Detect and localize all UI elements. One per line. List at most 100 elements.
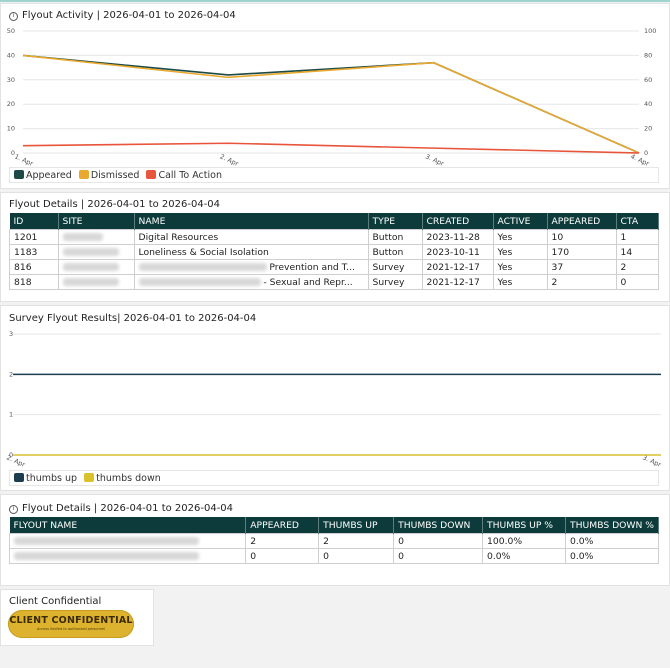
- cell-type: Survey: [367, 259, 423, 275]
- y-tick-label: 3: [9, 330, 13, 338]
- table-row[interactable]: 1183 Loneliness & Social Isolation Butto…: [9, 244, 659, 260]
- col-created[interactable]: CREATED: [422, 213, 494, 230]
- cell-name: Loneliness & Social Isolation: [133, 244, 369, 260]
- cell-site: [57, 229, 135, 245]
- legend-thumbs-up[interactable]: thumbs up: [14, 473, 77, 484]
- y2-tick-label: 20: [644, 125, 652, 133]
- y-tick-label: 50: [7, 27, 15, 35]
- x-tick-label: 1. Apr: [13, 152, 34, 168]
- redacted-text: [138, 277, 261, 286]
- confidential-label: Client Confidential: [9, 596, 102, 607]
- cell-active: Yes: [492, 229, 548, 245]
- badge-title: CLIENT CONFIDENTIAL: [9, 615, 133, 626]
- details-title: Flyout Details | 2026-04-01 to 2026-04-0…: [9, 199, 221, 210]
- cell-id: 816: [9, 259, 59, 275]
- col-cta[interactable]: CTA: [616, 213, 659, 230]
- cell-cta: 14: [615, 244, 659, 260]
- col-name[interactable]: NAME: [134, 213, 369, 230]
- series-line-1[interactable]: [22, 54, 640, 154]
- y2-tick-label: 0: [644, 149, 648, 157]
- cell-site: [57, 259, 135, 275]
- table-row[interactable]: 1201 Digital Resources Button 2023-11-28…: [9, 229, 659, 245]
- details-panel: Flyout Details | 2026-04-01 to 2026-04-0…: [0, 192, 670, 302]
- cell-thumbs-down: 0: [393, 533, 484, 549]
- details2-table: FLYOUT NAME APPEARED THUMBS UP THUMBS DO…: [8, 517, 659, 564]
- badge-subtitle: Access limited to authorized personnel: [36, 627, 106, 631]
- details2-panel: i Flyout Details | 2026-04-01 to 2026-04-…: [0, 494, 670, 586]
- x-tick-label: 2. Apr: [219, 152, 240, 168]
- redacted-text: [62, 232, 103, 241]
- legend-swatch: [14, 473, 24, 482]
- details-table: ID SITE NAME TYPE CREATED ACTIVE APPEARE…: [9, 213, 659, 290]
- cell-appeared: 170: [546, 244, 617, 260]
- y2-tick-label: 100: [644, 27, 656, 35]
- cell-thumbs-down: 0: [393, 548, 484, 564]
- survey-title: Survey Flyout Results| 2026-04-01 to 202…: [9, 313, 257, 324]
- y-tick-label: 1: [9, 411, 13, 419]
- info-icon[interactable]: i: [9, 505, 18, 514]
- col-flyout-name[interactable]: FLYOUT NAME: [9, 517, 247, 534]
- cell-type: Survey: [367, 274, 423, 290]
- legend-swatch: [14, 170, 24, 179]
- legend-thumbs-down[interactable]: thumbs down: [84, 473, 161, 484]
- col-thumbs-down-pct[interactable]: THUMBS DOWN %: [565, 517, 659, 534]
- table-row[interactable]: 2 2 0 100.0% 0.0%: [8, 533, 659, 549]
- col-type[interactable]: TYPE: [368, 213, 423, 230]
- top-accent-line: [0, 0, 670, 2]
- table-row[interactable]: 0 0 0 0.0% 0.0%: [8, 548, 659, 564]
- col-site[interactable]: SITE: [58, 213, 135, 230]
- cell-type: Button: [367, 244, 423, 260]
- cell-created: 2021-12-17: [421, 274, 494, 290]
- cell-created: 2023-11-28: [421, 229, 494, 245]
- y-tick-label: 10: [7, 125, 15, 133]
- legend-appeared[interactable]: Appeared: [14, 170, 72, 181]
- activity-chart: 0 10 20 30 40 50 0 20 40 60 80 100 1. Apr 2. Apr 3. …: [7, 27, 657, 168]
- y2-tick-label: 60: [644, 76, 652, 84]
- y-tick-label: 20: [7, 100, 15, 108]
- col-appeared[interactable]: APPEARED: [547, 213, 617, 230]
- cell-thumbs-up-pct: 0.0%: [482, 548, 567, 564]
- x-tick-label: 3. Apr: [424, 152, 445, 168]
- legend-swatch: [78, 170, 89, 179]
- cell-flyout-name: [8, 548, 247, 564]
- col-thumbs-down[interactable]: THUMBS DOWN: [393, 517, 484, 534]
- cell-appeared: 37: [546, 259, 617, 275]
- details2-header-row: FLYOUT NAME APPEARED THUMBS UP THUMBS DO…: [9, 517, 659, 534]
- cell-created: 2021-12-17: [421, 259, 494, 275]
- col-id[interactable]: ID: [9, 213, 59, 230]
- cell-thumbs-up-pct: 100.0%: [482, 533, 567, 549]
- legend-swatch: [84, 473, 95, 482]
- redacted-text: [14, 536, 199, 545]
- table-row[interactable]: 818 - Sexual and Repr... Survey 2021-12-…: [9, 274, 659, 290]
- cell-thumbs-up: 2: [318, 533, 395, 549]
- y-tick-label: 40: [7, 51, 15, 59]
- activity-panel: i Flyout Activity | 2026-04-01 to 2026-04…: [0, 3, 670, 189]
- cell-cta: 2: [615, 259, 659, 275]
- redacted-text: [138, 262, 267, 271]
- confidential-badge: CLIENT CONFIDENTIAL Access limited to au…: [8, 610, 134, 638]
- col-thumbs-up[interactable]: THUMBS UP: [318, 517, 395, 534]
- redacted-text: [62, 262, 119, 271]
- col-active[interactable]: ACTIVE: [493, 213, 548, 230]
- cell-thumbs-down-pct: 0.0%: [565, 533, 659, 549]
- y-tick-label: 2: [9, 370, 13, 378]
- y-tick-label: 0: [11, 149, 15, 157]
- col-thumbs-up-pct[interactable]: THUMBS UP %: [482, 517, 567, 534]
- y-tick-label: 0: [9, 451, 13, 459]
- legend-dismissed[interactable]: Dismissed: [78, 170, 139, 181]
- cell-appeared: 2: [245, 533, 320, 549]
- cell-appeared: 2: [546, 274, 617, 290]
- cell-thumbs-up: 0: [318, 548, 395, 564]
- cell-id: 818: [9, 274, 59, 290]
- series-line-2[interactable]: [22, 142, 640, 154]
- cell-name: Prevention and T...: [133, 259, 369, 275]
- cell-active: Yes: [492, 244, 548, 260]
- table-row[interactable]: 816 Prevention and T... Survey 2021-12-1…: [9, 259, 659, 275]
- info-icon[interactable]: i: [9, 12, 18, 21]
- legend-call-to-action[interactable]: Call To Action: [146, 170, 222, 181]
- cell-type: Button: [367, 229, 423, 245]
- col-appeared[interactable]: APPEARED: [245, 517, 320, 534]
- cell-appeared: 0: [245, 548, 320, 564]
- cell-site: [57, 244, 135, 260]
